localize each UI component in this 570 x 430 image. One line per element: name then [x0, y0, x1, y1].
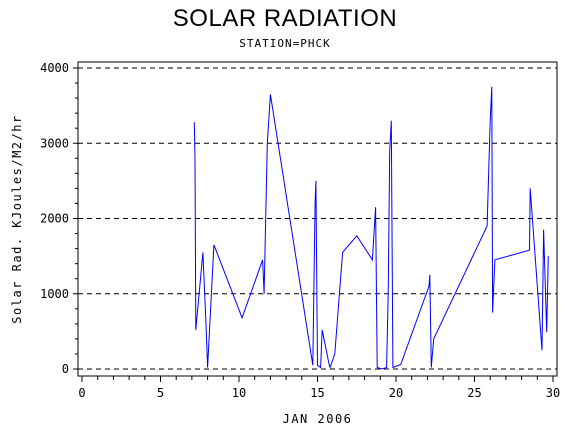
x-tick-label: 15 — [310, 386, 324, 400]
x-tick-label: 30 — [546, 386, 560, 400]
x-tick-label: 10 — [232, 386, 246, 400]
y-tick-label: 4000 — [40, 61, 69, 75]
y-axis-title: Solar Rad. KJoules/M2/hr — [10, 114, 24, 323]
y-tick-label: 2000 — [40, 212, 69, 226]
chart-subtitle: STATION=PHCK — [239, 37, 331, 50]
x-axis-title: JAN 2006 — [283, 412, 353, 426]
x-tick-label: 0 — [78, 386, 85, 400]
x-tick-label: 25 — [467, 386, 481, 400]
y-tick-label: 1000 — [40, 287, 69, 301]
chart-title: SOLAR RADIATION — [172, 5, 398, 32]
x-tick-label: 5 — [157, 386, 164, 400]
x-tick-label: 20 — [389, 386, 403, 400]
series-line — [193, 86, 549, 370]
y-tick-label: 0 — [62, 362, 69, 376]
y-tick-label: 3000 — [40, 136, 69, 150]
